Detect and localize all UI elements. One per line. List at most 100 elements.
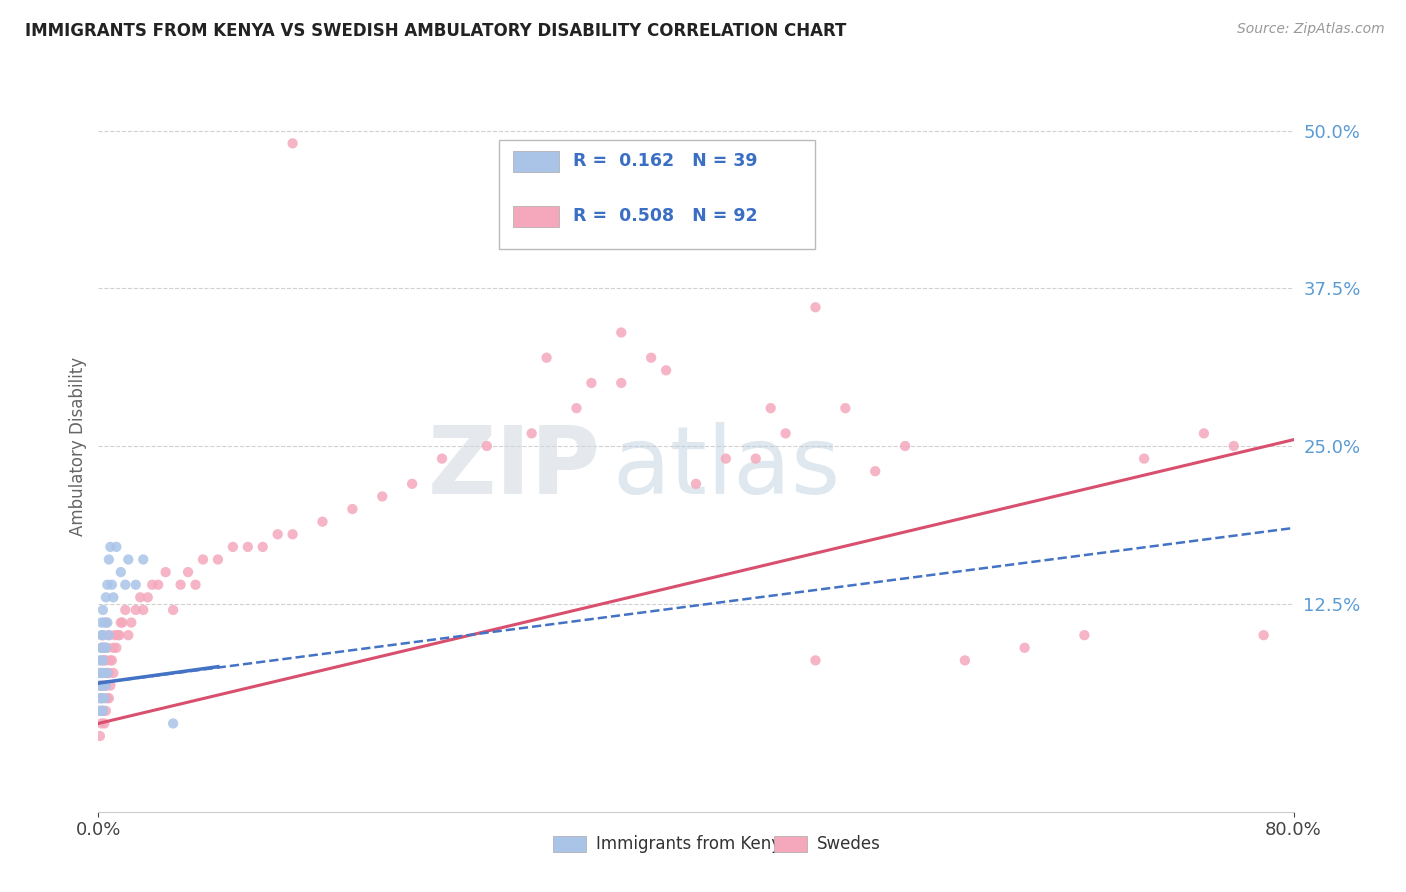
Point [132,603,155,617]
Point [111,615,134,630]
Point [90,615,112,630]
Point [90,640,112,655]
Point [91,640,114,655]
Point [89,679,111,693]
Point [101,578,124,592]
Point [1223,439,1246,453]
Point [117,552,139,566]
Point [90,691,112,706]
Point [103,665,125,680]
Point [565,401,588,416]
Point [110,565,132,579]
Point [953,653,976,667]
Bar [513,152,558,171]
Point [91,704,114,718]
Point [93,716,115,731]
Point [98,540,122,554]
Point [93,653,115,667]
Point [90,704,112,718]
Point [93,665,115,680]
Point [97,628,120,642]
Point [94,679,117,693]
Point [775,426,797,441]
Point [125,603,148,617]
Point [90,628,112,642]
Point [93,679,115,693]
Text: Source: ZipAtlas.com: Source: ZipAtlas.com [1237,22,1385,37]
Point [120,615,142,630]
Point [93,640,115,655]
Point [804,300,827,314]
Point [114,578,136,592]
Point [89,691,111,706]
Point [1073,628,1095,642]
Point [91,640,114,655]
Point [107,628,129,642]
Point [90,691,112,706]
Text: atlas: atlas [613,422,841,514]
Point [96,665,118,680]
Point [89,704,111,718]
Point [98,653,122,667]
Point [714,451,737,466]
Point [610,326,633,340]
Point [91,665,114,680]
Point [97,552,120,566]
Point [1014,640,1036,655]
Point [94,615,117,630]
Point [536,351,558,365]
Text: ZIP: ZIP [427,422,600,514]
Point [267,527,290,541]
Point [97,628,120,642]
Point [89,679,111,693]
Point [91,603,114,617]
Point [96,615,118,630]
Point [90,679,112,693]
Point [91,679,114,693]
Point [169,578,191,592]
Point [96,578,118,592]
Point [132,552,155,566]
Point [640,351,662,365]
Point [804,653,827,667]
Text: IMMIGRANTS FROM KENYA VS SWEDISH AMBULATORY DISABILITY CORRELATION CHART: IMMIGRANTS FROM KENYA VS SWEDISH AMBULAT… [25,22,846,40]
Point [745,451,768,466]
Point [759,401,782,416]
Point [191,552,214,566]
Point [207,552,229,566]
Point [655,363,678,377]
Bar [773,836,807,852]
Point [93,640,115,655]
Point [834,401,856,416]
Point [894,439,917,453]
Point [96,691,118,706]
Point [94,640,117,655]
Point [90,716,112,731]
Point [94,679,117,693]
Point [155,565,177,579]
Point [125,578,148,592]
Point [103,640,125,655]
Point [371,490,394,504]
Point [89,704,111,718]
Point [117,628,139,642]
Point [162,716,184,731]
Point [252,540,274,554]
Text: Immigrants from Kenya: Immigrants from Kenya [596,835,790,853]
Text: R =  0.162   N = 39: R = 0.162 N = 39 [572,152,758,169]
Point [342,502,364,516]
Point [93,691,115,706]
Point [94,704,117,718]
Point [136,591,159,605]
Point [865,464,887,478]
Point [96,640,118,655]
Point [110,615,132,630]
Point [89,665,111,680]
Point [520,426,543,441]
Bar [553,836,586,852]
Point [91,653,114,667]
Point [184,578,207,592]
FancyBboxPatch shape [499,140,815,249]
Point [108,628,131,642]
Point [91,679,114,693]
